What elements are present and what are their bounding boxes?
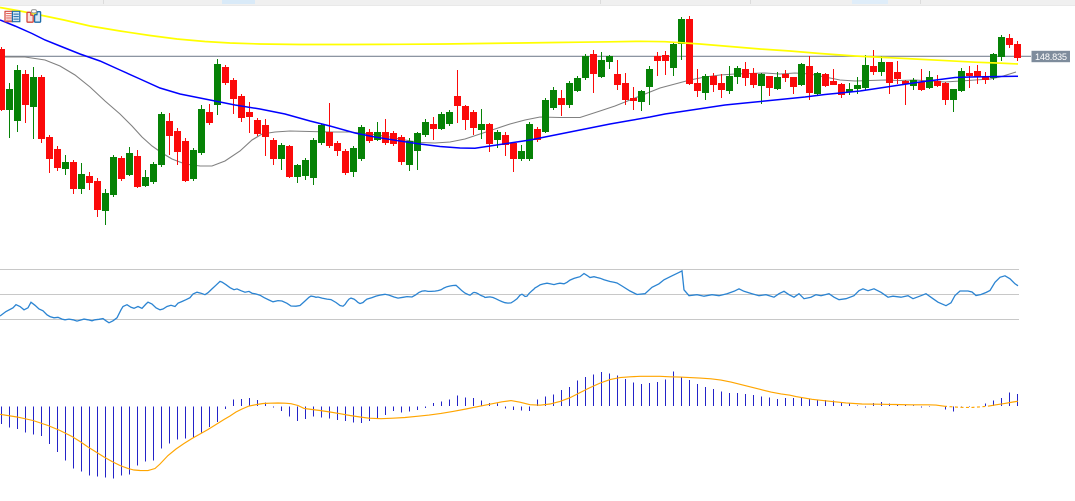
svg-text:148.835: 148.835 (1035, 52, 1067, 62)
